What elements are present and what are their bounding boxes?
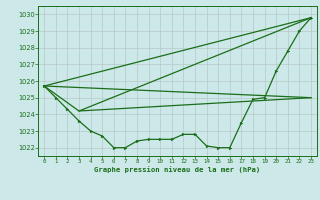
X-axis label: Graphe pression niveau de la mer (hPa): Graphe pression niveau de la mer (hPa) — [94, 167, 261, 173]
